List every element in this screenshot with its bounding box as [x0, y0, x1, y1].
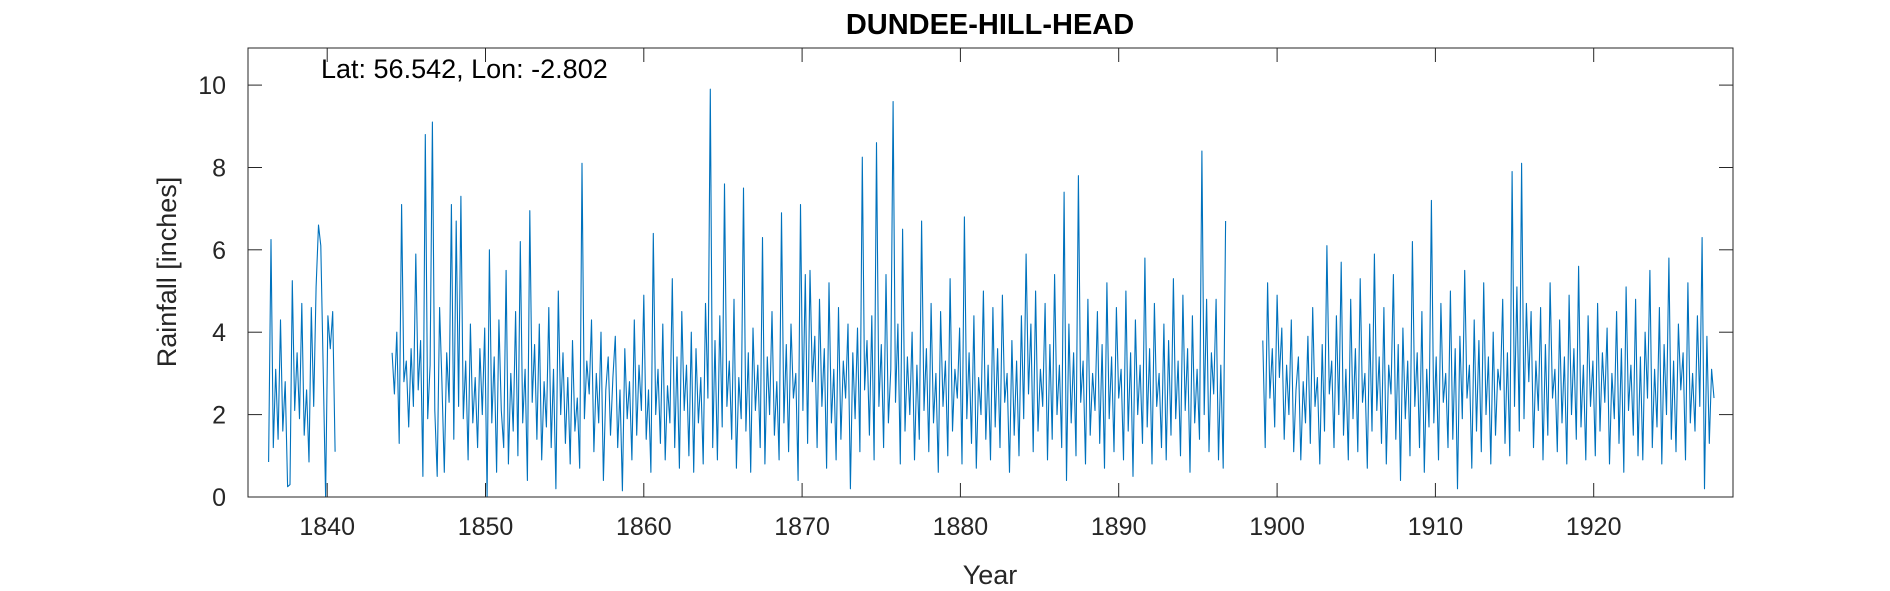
y-tick-label: 2	[212, 402, 226, 430]
y-tick-label: 10	[198, 72, 226, 100]
x-tick-label: 1920	[1566, 513, 1622, 541]
rainfall-line-segment	[1262, 162, 1715, 490]
tick-labels: 1840 1850 1860 1870 1880 1890 1900 1910 1920 0 2 4 6…	[198, 72, 1621, 541]
y-tick-label: 8	[212, 155, 226, 183]
y-tick-label: 6	[212, 237, 226, 265]
x-tick-label: 1870	[774, 513, 830, 541]
x-tick-label: 1900	[1249, 513, 1305, 541]
y-tick-label: 4	[212, 319, 226, 347]
y-axis-label: Rainfall [inches]	[152, 177, 182, 368]
chart-title: DUNDEE-HILL-HEAD	[846, 9, 1134, 41]
rainfall-line-segment	[391, 88, 1227, 498]
location-annotation: Lat: 56.542, Lon: -2.802	[321, 54, 608, 84]
x-tick-label: 1860	[616, 513, 672, 541]
x-tick-label: 1910	[1408, 513, 1464, 541]
rainfall-line-segment	[268, 224, 336, 498]
plot-frame	[247, 47, 1734, 498]
x-axis-label: Year	[963, 560, 1018, 590]
x-tick-label: 1850	[458, 513, 514, 541]
x-tick-label: 1890	[1091, 513, 1147, 541]
x-tick-label: 1880	[933, 513, 989, 541]
data-series	[268, 88, 1715, 498]
y-tick-label: 0	[212, 484, 226, 512]
x-tick-label: 1840	[299, 513, 355, 541]
